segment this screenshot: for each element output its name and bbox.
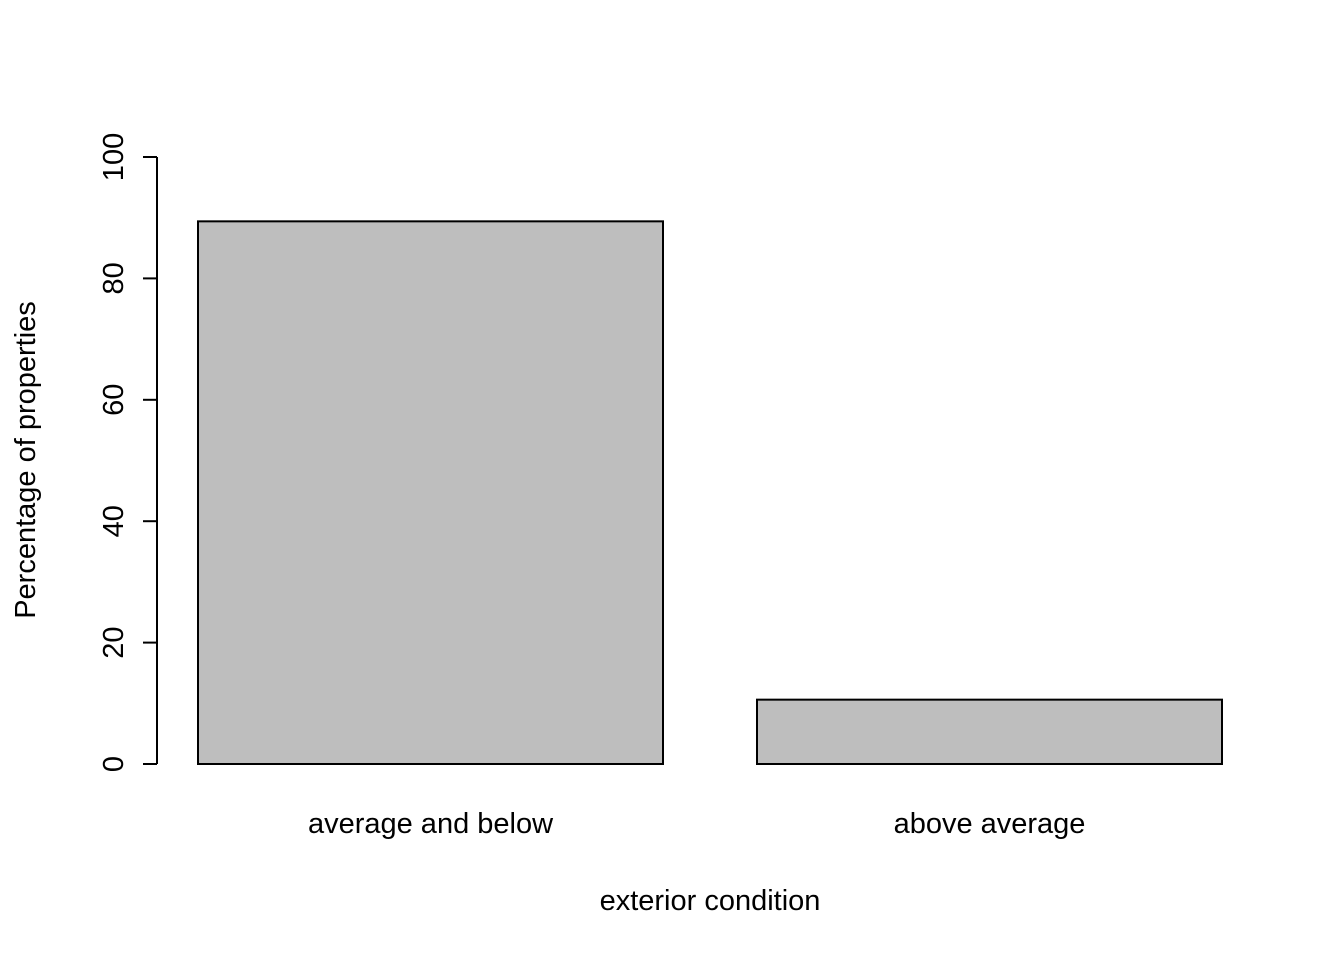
y-ticks: 0 20 40 60 80 100 (98, 133, 157, 772)
category-label: above average (894, 808, 1086, 840)
x-axis-label: exterior condition (600, 885, 821, 917)
y-tick-label: 20 (98, 626, 130, 658)
category-labels: average and below above average (308, 808, 1085, 840)
y-tick-label: 60 (98, 384, 130, 416)
bar (197, 220, 664, 766)
bar (756, 698, 1223, 766)
y-axis-label: Percentage of properties (10, 301, 42, 619)
y-tick-label: 40 (98, 505, 130, 537)
y-tick-label: 80 (98, 262, 130, 294)
category-label: average and below (308, 808, 554, 840)
y-tick-label: 0 (98, 756, 130, 772)
bars (197, 220, 1223, 766)
y-axis: 0 20 40 60 80 100 (98, 133, 158, 772)
y-tick-label: 100 (98, 133, 130, 181)
